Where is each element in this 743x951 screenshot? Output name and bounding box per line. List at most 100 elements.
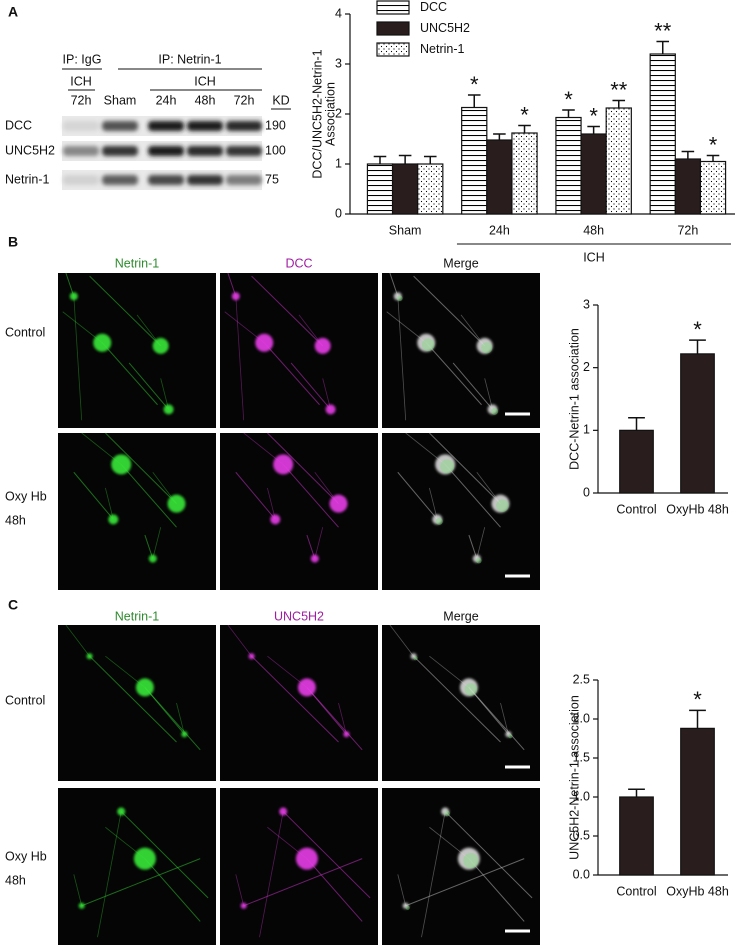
neurite <box>306 534 316 559</box>
cell-body <box>295 847 318 870</box>
bar <box>580 133 607 215</box>
neurite <box>263 342 320 406</box>
kd-header: KD <box>272 93 289 107</box>
neurite <box>160 378 169 410</box>
neurite <box>65 272 75 297</box>
neurite <box>120 464 177 528</box>
blot: DCC 190 UNC5H2 100 Netrin-1 75 <box>5 116 286 190</box>
neurite <box>413 655 501 743</box>
neurite <box>306 687 347 735</box>
micrographs: Netrin-1 DCC Merge Control Oxy Hb 48h Netrin-1… <box>5 256 540 945</box>
neurite <box>452 362 493 410</box>
cell-body <box>108 514 119 525</box>
neurite <box>421 811 446 938</box>
x-tick-label: OxyHb 48h <box>666 884 729 898</box>
neurite <box>306 687 363 751</box>
cell-body <box>459 678 478 697</box>
blot-band <box>148 121 184 131</box>
blot-row-label: Netrin-1 <box>5 172 50 186</box>
cell-body <box>410 653 417 660</box>
micrograph <box>382 625 540 781</box>
blot-band <box>187 146 223 156</box>
blot-band <box>63 175 99 185</box>
x-tick-label: Control <box>616 502 656 516</box>
neurite <box>500 702 509 735</box>
error-bar <box>628 788 645 797</box>
error-bar <box>398 154 412 164</box>
y-tick-label: 2.0 <box>573 711 590 725</box>
error-bar <box>493 133 506 140</box>
neurite <box>176 702 185 735</box>
micrograph <box>58 433 216 590</box>
y-tick-label: 0.0 <box>573 867 590 881</box>
error-bar <box>373 155 387 164</box>
neurite <box>65 624 90 657</box>
blot-band <box>226 121 262 131</box>
bar <box>699 160 727 215</box>
error-bar <box>518 124 531 133</box>
bar <box>619 429 654 494</box>
cell-body <box>240 902 247 909</box>
row-label: Oxy Hb <box>5 489 47 503</box>
bar <box>605 107 632 215</box>
neurite <box>227 272 237 297</box>
y-tick-label: 1.0 <box>573 789 590 803</box>
neurite <box>397 296 407 421</box>
y-tick-label: 0.5 <box>573 828 590 842</box>
y-tick-label: 1 <box>335 156 342 170</box>
merge-tint <box>413 656 418 661</box>
cell-body <box>163 404 174 415</box>
blot-band <box>226 146 262 156</box>
blot-band <box>226 175 262 185</box>
bar <box>417 163 444 215</box>
neurite <box>89 275 162 347</box>
neurite <box>444 811 533 899</box>
merge-tint <box>464 683 478 696</box>
y-tick-label: 2 <box>335 106 342 120</box>
significance: ** <box>654 18 672 43</box>
cell-body <box>441 807 450 816</box>
micrograph <box>58 625 216 781</box>
neurite <box>476 527 486 559</box>
significance: * <box>564 87 573 112</box>
y-tick-label: 2 <box>583 360 590 374</box>
bar <box>555 116 582 215</box>
neurite <box>73 296 83 421</box>
row-label: 48h <box>5 513 26 527</box>
neurite <box>227 624 252 657</box>
cell-body <box>491 494 510 513</box>
y-axis-title: UNC5H2-Netrin-1 association <box>567 695 581 860</box>
micrograph <box>220 788 378 945</box>
cell-body <box>231 292 240 301</box>
cell-body <box>181 731 188 738</box>
error-bar <box>467 94 481 108</box>
cell-body <box>270 514 281 525</box>
neurite <box>267 432 339 505</box>
neurite <box>144 534 154 559</box>
blot-band <box>63 121 99 131</box>
x-tick-label: 48h <box>583 223 604 237</box>
bar <box>511 132 538 215</box>
cell-body <box>402 902 409 909</box>
y-tick-label: 1 <box>583 423 590 437</box>
neurite <box>235 874 245 906</box>
error-bar <box>706 154 720 162</box>
blot-band <box>148 146 184 156</box>
column-heading: Netrin-1 <box>115 256 160 270</box>
neurite <box>267 487 276 520</box>
neurite <box>306 858 363 922</box>
error-bar <box>689 339 706 354</box>
neurite <box>235 471 276 520</box>
neurite <box>105 487 114 520</box>
lane-label: 72h <box>71 93 92 107</box>
neurite <box>282 811 371 899</box>
column-heading: UNC5H2 <box>274 609 324 623</box>
merge-tint <box>481 342 493 354</box>
cell-body <box>329 494 348 513</box>
x-tick-label: 72h <box>677 223 698 237</box>
legend-label: DCC <box>420 0 447 14</box>
x-tick-label: OxyHb 48h <box>666 502 729 516</box>
blot-band <box>187 175 223 185</box>
neurite <box>235 296 245 421</box>
error-bar <box>612 99 626 108</box>
